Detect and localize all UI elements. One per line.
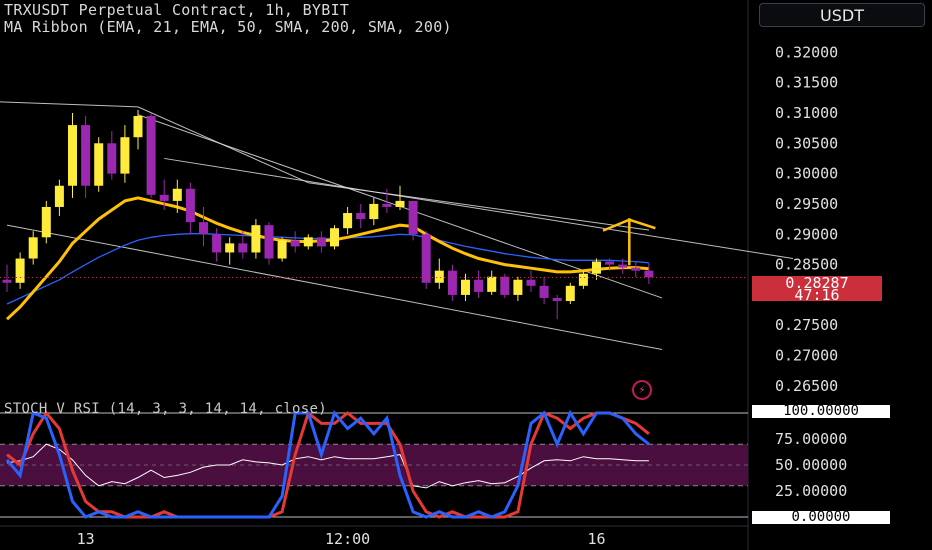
candle-body[interactable] xyxy=(513,279,523,295)
candle-body[interactable] xyxy=(461,279,470,295)
candle-body[interactable] xyxy=(225,243,235,253)
candle-body[interactable] xyxy=(343,213,353,229)
candle-body[interactable] xyxy=(238,243,248,253)
candle-body[interactable] xyxy=(474,279,484,292)
ma-ribbon-legend[interactable]: MA Ribbon (EMA, 21, EMA, 50, SMA, 200, S… xyxy=(4,18,452,36)
candle-body[interactable] xyxy=(212,234,222,253)
stoch-rsi-lines xyxy=(5,409,650,519)
candle-body[interactable] xyxy=(539,285,549,298)
candle-body[interactable] xyxy=(526,279,536,286)
candle-body[interactable] xyxy=(81,125,91,186)
candle-body[interactable] xyxy=(487,276,497,292)
candle-body[interactable] xyxy=(644,270,654,278)
trend-line[interactable] xyxy=(137,106,309,184)
candle-body[interactable] xyxy=(434,270,444,283)
stoch-rsi-legend[interactable]: STOCH V RSI (14, 3, 3, 14, 14, close) xyxy=(4,401,327,417)
candle-body[interactable] xyxy=(172,188,182,201)
osc-tick-label: 75.00000 xyxy=(775,430,847,448)
trend-line[interactable] xyxy=(0,98,139,108)
time-tick-label: 16 xyxy=(587,530,605,548)
candle-body[interactable] xyxy=(618,264,628,268)
price-tick-label: 0.30000 xyxy=(775,165,838,183)
ema-50-line xyxy=(6,233,649,305)
candle-body[interactable] xyxy=(578,273,588,286)
price-tick-label: 0.28500 xyxy=(775,256,838,274)
last-price-badge: 0.28287 47:16 xyxy=(752,274,882,304)
candle-body[interactable] xyxy=(146,115,156,195)
candle-body[interactable] xyxy=(185,188,195,223)
trend-line[interactable] xyxy=(6,224,663,350)
candle-body[interactable] xyxy=(264,225,274,259)
candle-body[interactable] xyxy=(277,240,287,259)
osc-tick-label: 50.00000 xyxy=(775,456,847,474)
trend-line[interactable] xyxy=(308,182,649,231)
candle-body[interactable] xyxy=(15,258,25,283)
candle-body[interactable] xyxy=(356,213,366,220)
price-tick-label: 0.29500 xyxy=(775,195,838,213)
ema-21-line xyxy=(5,196,650,321)
candle-body[interactable] xyxy=(408,200,418,235)
price-tick-label: 0.31500 xyxy=(775,74,838,92)
lightning-icon[interactable]: ⚡ xyxy=(632,380,652,400)
candle-body[interactable] xyxy=(107,143,117,174)
candle-body[interactable] xyxy=(631,267,641,271)
candle-body[interactable] xyxy=(382,203,392,207)
candle-body[interactable] xyxy=(500,276,510,295)
price-tick-label: 0.30500 xyxy=(775,134,838,152)
candle-body[interactable] xyxy=(290,240,300,247)
candles[interactable] xyxy=(0,109,748,320)
trend-line[interactable] xyxy=(164,157,794,260)
price-tick-label: 0.27500 xyxy=(775,316,838,334)
candle-body[interactable] xyxy=(251,225,261,253)
stoch-band xyxy=(0,412,748,518)
stoch-k-line xyxy=(5,409,650,519)
candle-body[interactable] xyxy=(133,115,143,138)
candle-body[interactable] xyxy=(2,279,12,283)
candle-body[interactable] xyxy=(565,285,575,301)
candle-body[interactable] xyxy=(94,143,104,186)
time-tick-label: 13 xyxy=(77,530,95,548)
price-tick-label: 0.27000 xyxy=(775,347,838,365)
candle-body[interactable] xyxy=(303,237,313,247)
trend-channel xyxy=(0,98,794,350)
candle-body[interactable] xyxy=(41,206,51,238)
time-tick-label: 12:00 xyxy=(325,530,370,548)
osc-tick-label: 25.00000 xyxy=(775,482,847,500)
candle-body[interactable] xyxy=(316,237,326,247)
candle-body[interactable] xyxy=(330,228,339,247)
last-price: 0.28287 xyxy=(785,274,849,292)
chart-title: TRXUSDT Perpetual Contract, 1h, BYBIT xyxy=(4,1,350,19)
projection-path[interactable] xyxy=(602,217,656,266)
currency-button[interactable]: USDT xyxy=(759,3,925,27)
bar-countdown: 47:16 xyxy=(794,286,840,304)
price-tick-label: 0.29000 xyxy=(775,225,838,243)
candle-body[interactable] xyxy=(395,200,405,207)
candle-body[interactable] xyxy=(68,125,77,186)
candle-body[interactable] xyxy=(159,194,169,201)
rsi-line xyxy=(6,443,649,489)
osc-upper-value: 100.00000 xyxy=(752,404,890,418)
stoch-band-fill xyxy=(0,444,748,486)
stoch-d-line xyxy=(6,410,650,519)
candle-body[interactable] xyxy=(421,234,431,283)
ma-ribbon xyxy=(5,196,650,321)
candle-body[interactable] xyxy=(592,261,601,274)
candle-body[interactable] xyxy=(120,137,130,174)
candle-body[interactable] xyxy=(28,237,38,259)
osc-lower-value: 0.00000 xyxy=(752,510,890,524)
price-tick-label: 0.32000 xyxy=(775,43,838,61)
candle-body[interactable] xyxy=(447,270,457,295)
candle-body[interactable] xyxy=(199,222,208,235)
candle-body[interactable] xyxy=(605,261,615,265)
candle-body[interactable] xyxy=(54,185,64,207)
price-tick-label: 0.26500 xyxy=(775,377,838,395)
candle-body[interactable] xyxy=(369,203,379,220)
price-tick-label: 0.31000 xyxy=(775,104,838,122)
candle-body[interactable] xyxy=(552,297,562,301)
